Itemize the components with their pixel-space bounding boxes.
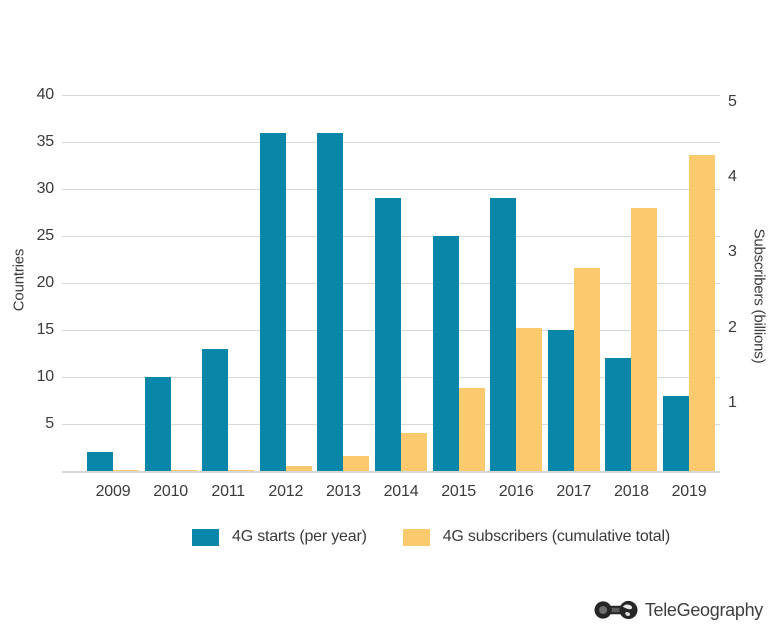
legend-label-subscribers: 4G subscribers (cumulative total)	[442, 528, 670, 545]
legend-label-starts: 4G starts (per year)	[232, 528, 367, 545]
x-label-2014: 2014	[383, 483, 419, 500]
bar-subscribers-2014	[401, 433, 427, 471]
right-tick-3: 3	[728, 243, 737, 261]
right-axis-title: Subscribers (billions)	[750, 228, 768, 364]
left-tick-35: 35	[36, 133, 55, 150]
logo-text: TeleGeography	[644, 599, 763, 620]
left-tick-15: 15	[36, 321, 55, 338]
bar-starts-2013	[317, 132, 344, 471]
bar-starts-2012	[259, 132, 286, 471]
x-label-2009: 2009	[95, 483, 131, 500]
left-tick-25: 25	[36, 227, 55, 244]
x-label-2011: 2011	[211, 483, 245, 500]
gridline	[62, 95, 720, 96]
bar-starts-2019	[663, 395, 689, 471]
plot-area	[62, 95, 720, 473]
left-axis-title: Countries	[10, 248, 28, 312]
bar-subscribers-2013	[343, 456, 370, 471]
gridline	[62, 189, 720, 190]
right-tick-4: 4	[728, 168, 737, 186]
right-tick-2: 2	[728, 318, 737, 336]
right-tick-5: 5	[728, 93, 737, 110]
left-tick-20: 20	[36, 274, 55, 291]
bar-subscribers-2017	[573, 268, 600, 471]
left-tick-5: 5	[45, 415, 54, 432]
bar-starts-2016	[490, 198, 517, 471]
bar-starts-2010	[144, 377, 171, 471]
bar-subscribers-2015	[458, 388, 485, 471]
left-tick-30: 30	[36, 180, 55, 197]
x-label-2015: 2015	[441, 483, 476, 500]
bar-starts-2014	[375, 198, 401, 471]
bar-starts-2018	[605, 358, 632, 471]
bar-starts-2011	[202, 348, 229, 471]
x-label-2010: 2010	[153, 483, 188, 500]
bar-subscribers-2010	[170, 470, 197, 471]
x-label-2016: 2016	[498, 483, 534, 500]
x-label-2012: 2012	[268, 483, 304, 500]
bar-subscribers-2009	[113, 470, 139, 471]
x-label-2013: 2013	[325, 483, 361, 500]
legend-item-subscribers: 4G subscribers (cumulative total)	[402, 528, 670, 546]
bar-subscribers-2018	[631, 207, 658, 471]
legend-swatch-subscribers	[402, 528, 430, 546]
bar-starts-2017	[547, 330, 574, 471]
gridline	[62, 142, 720, 143]
x-label-2017: 2017	[556, 483, 592, 500]
bar-subscribers-2011	[228, 469, 255, 471]
x-label-2019: 2019	[671, 483, 707, 500]
legend-item-starts: 4G starts (per year)	[192, 528, 367, 546]
x-label-2018: 2018	[613, 483, 649, 500]
bar-subscribers-2016	[516, 328, 543, 471]
legend: 4G starts (per year) 4G subscribers (cum…	[42, 528, 778, 546]
telegeography-logo: TeleGeography	[594, 599, 763, 621]
right-tick-1: 1	[728, 393, 737, 411]
bar-subscribers-2019	[689, 155, 715, 471]
left-tick-10: 10	[36, 368, 55, 385]
left-tick-40: 40	[36, 86, 55, 103]
bar-subscribers-2012	[285, 465, 312, 471]
legend-swatch-starts	[192, 528, 219, 546]
bar-starts-2009	[87, 452, 113, 471]
bar-starts-2015	[432, 236, 459, 471]
telegeography-globe-handset-icon	[594, 600, 638, 620]
